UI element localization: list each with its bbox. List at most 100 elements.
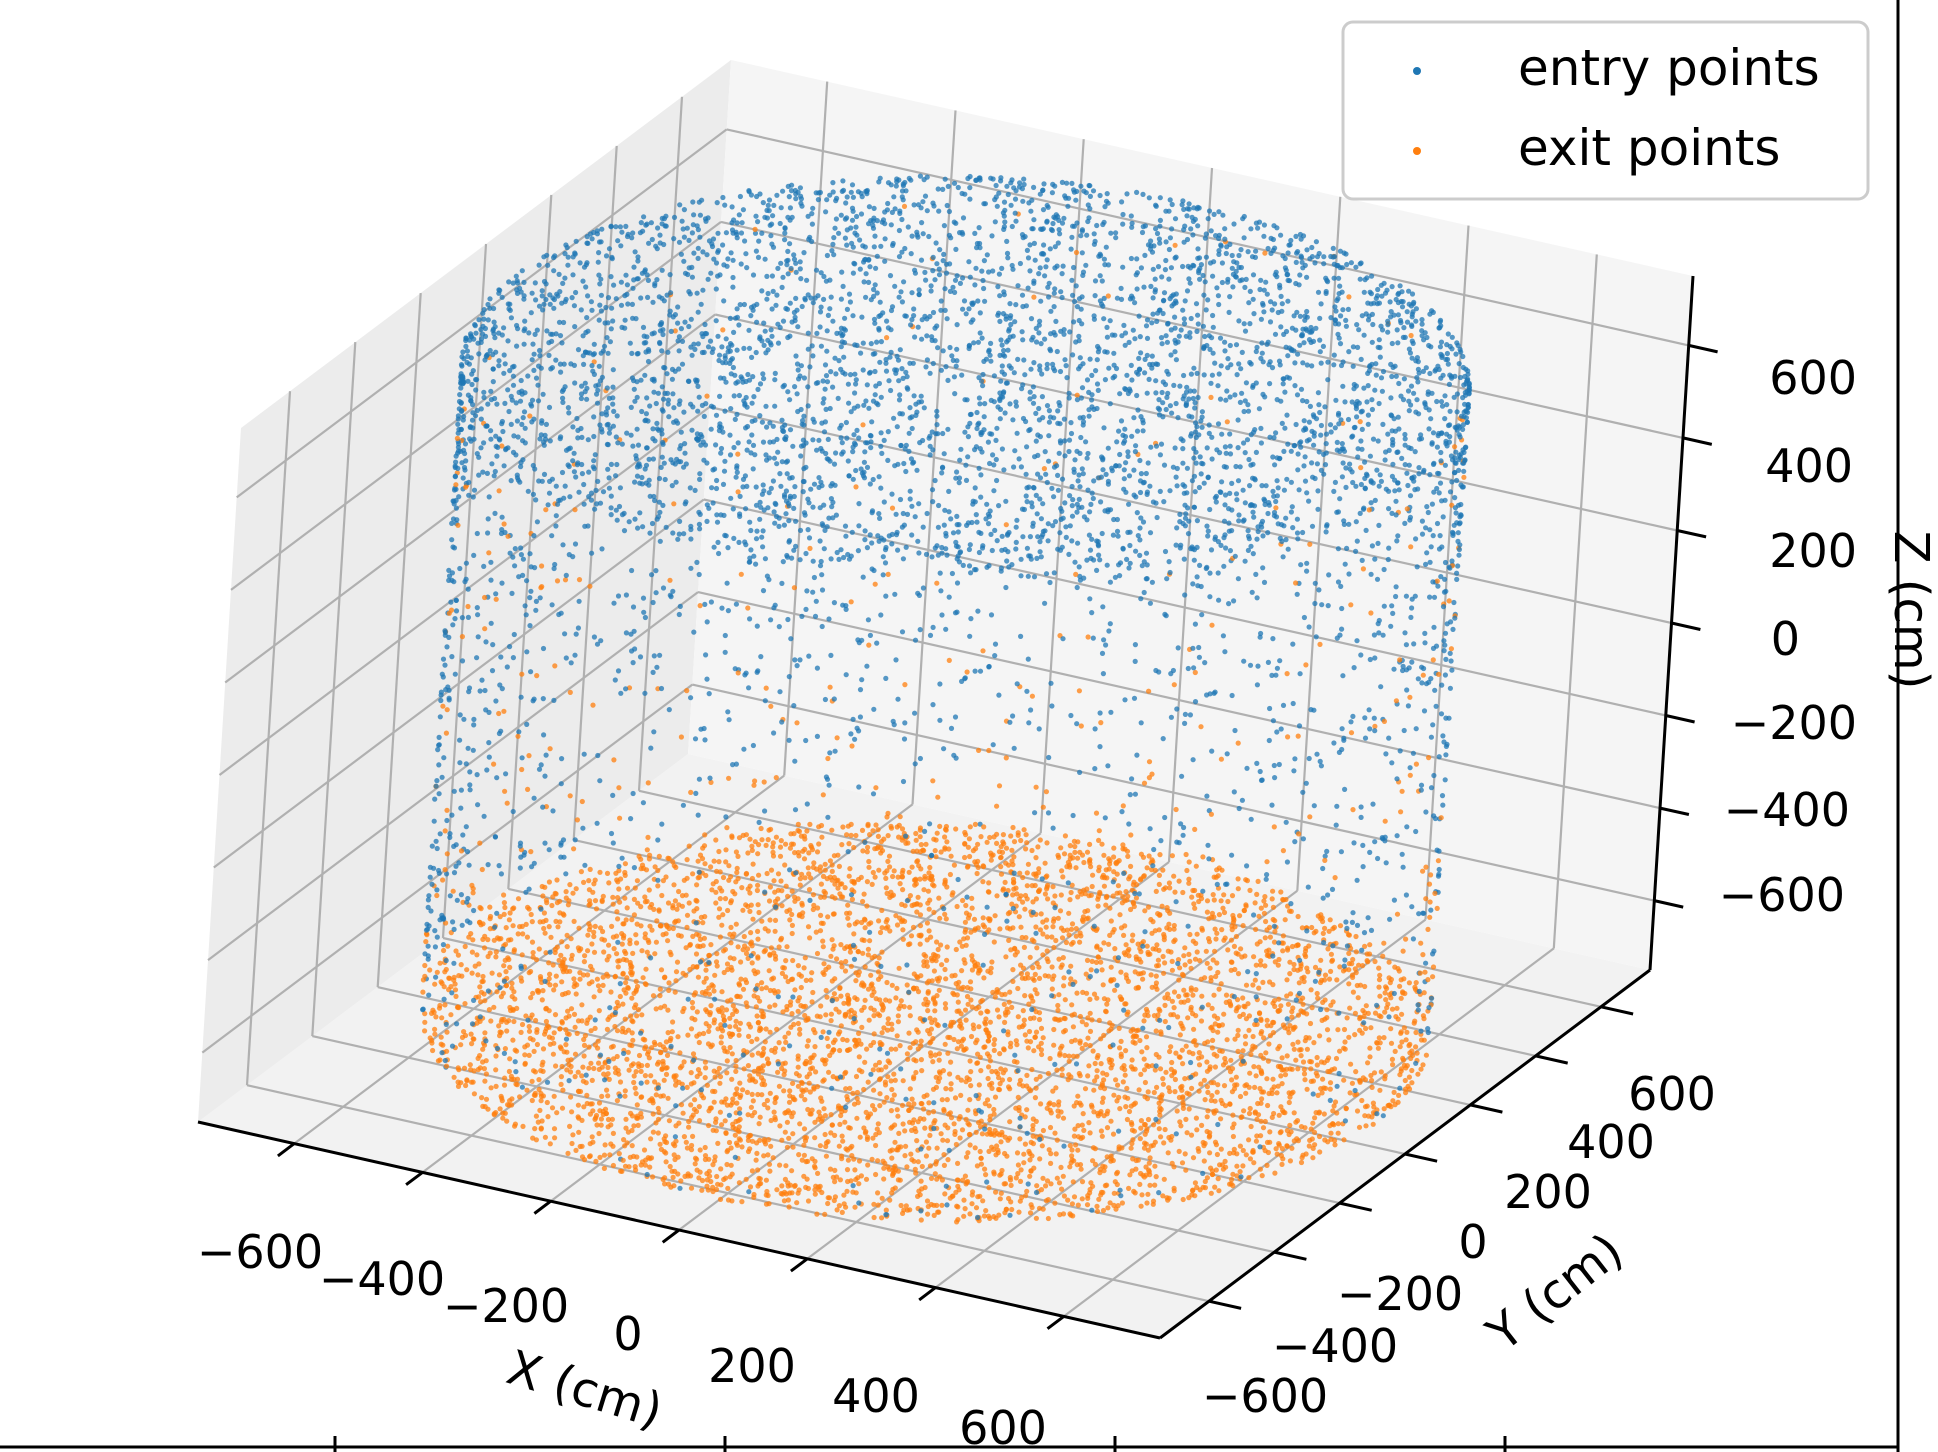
scatter-point	[1060, 874, 1066, 880]
scatter-point	[700, 333, 706, 340]
scatter-point	[1319, 1017, 1325, 1024]
scatter-point	[981, 201, 987, 207]
scatter-point	[738, 976, 744, 982]
scatter-point	[1138, 265, 1144, 271]
scatter-point	[618, 302, 625, 308]
scatter-point	[1193, 940, 1199, 947]
scatter-point	[565, 262, 571, 268]
scatter-point	[1350, 363, 1356, 369]
scatter-point	[867, 264, 873, 270]
scatter-point	[865, 946, 872, 952]
scatter-point	[645, 277, 652, 283]
scatter-point	[805, 213, 811, 219]
scatter-point	[713, 837, 719, 843]
scatter-point	[1134, 189, 1140, 195]
scatter-point	[675, 320, 681, 326]
scatter-point	[1303, 662, 1309, 668]
scatter-point	[1432, 890, 1438, 897]
scatter-point	[799, 871, 805, 877]
scatter-point	[879, 219, 885, 225]
scatter-point	[1055, 1017, 1062, 1023]
scatter-point	[1163, 239, 1169, 245]
scatter-point	[688, 316, 694, 322]
scatter-point	[1207, 965, 1213, 971]
scatter-point	[1452, 373, 1458, 379]
scatter-point	[917, 923, 924, 929]
scatter-point	[824, 252, 831, 259]
scatter-point	[713, 286, 719, 292]
scatter-point	[1241, 213, 1247, 220]
scatter-point	[485, 953, 491, 960]
scatter-point	[1102, 204, 1108, 210]
scatter-point	[1126, 953, 1132, 959]
scatter-point	[948, 516, 954, 522]
scatter-point	[1133, 272, 1139, 278]
scatter-point	[900, 778, 907, 785]
scatter-point	[821, 971, 827, 978]
scatter-point	[959, 943, 965, 949]
scatter-point	[787, 205, 794, 211]
scatter-point	[819, 587, 826, 593]
scatter-point	[519, 766, 525, 773]
scatter-point	[487, 296, 493, 302]
scatter-point	[1108, 918, 1114, 924]
scatter-point	[592, 898, 599, 904]
scatter-point	[521, 296, 527, 302]
scatter-point	[798, 193, 804, 199]
scatter-point	[986, 269, 992, 275]
scatter-point	[896, 834, 902, 840]
scatter-point	[786, 194, 792, 200]
scatter-point	[1317, 337, 1323, 343]
scatter-point	[469, 371, 475, 377]
scatter-point	[1133, 895, 1139, 901]
scatter-point	[587, 583, 593, 589]
scatter-point	[917, 755, 924, 762]
scatter-point	[1180, 263, 1186, 270]
scatter-point	[1015, 283, 1021, 289]
scatter-point	[765, 202, 771, 208]
scatter-point	[1056, 227, 1062, 233]
scatter-point	[774, 192, 780, 198]
scatter-point	[619, 941, 625, 947]
scatter-point	[853, 978, 859, 984]
scatter-point	[990, 742, 996, 748]
scatter-point	[466, 862, 472, 868]
scatter-point	[1033, 873, 1039, 879]
scatter-point	[867, 632, 874, 639]
scatter-point	[1229, 852, 1235, 858]
scatter-point	[943, 270, 950, 276]
scatter-point	[589, 941, 595, 947]
scatter-point	[1300, 233, 1307, 239]
scatter-point	[506, 917, 512, 923]
scatter-point	[1291, 768, 1297, 774]
scatter-point	[1193, 987, 1199, 993]
scatter-point	[585, 293, 591, 299]
scatter-point	[1180, 972, 1186, 979]
scatter-point	[1317, 758, 1323, 765]
scatter-point	[1357, 276, 1363, 282]
scatter-point	[890, 873, 896, 880]
scatter-point	[889, 982, 895, 988]
scatter-point	[876, 327, 882, 333]
scatter-point	[661, 216, 668, 222]
scatter-point	[692, 736, 699, 742]
scatter-point	[646, 939, 652, 946]
scatter-point	[1129, 224, 1135, 230]
scatter-point	[1443, 743, 1449, 750]
scatter-point	[1153, 226, 1159, 232]
scatter-point	[1167, 296, 1173, 302]
scatter-point	[753, 248, 760, 254]
scatter-point	[1423, 1052, 1429, 1058]
scatter-point	[474, 952, 480, 958]
scatter-point	[841, 354, 847, 360]
scatter-point	[842, 315, 848, 321]
scatter-point	[754, 193, 760, 200]
scatter-point	[1373, 361, 1379, 367]
scatter-point	[938, 588, 944, 594]
scatter-point	[1218, 242, 1224, 248]
scatter-point	[474, 772, 480, 778]
scatter-point	[977, 821, 983, 827]
scatter-point	[604, 870, 611, 877]
scatter-point	[488, 436, 494, 442]
scatter-point	[1209, 372, 1215, 378]
